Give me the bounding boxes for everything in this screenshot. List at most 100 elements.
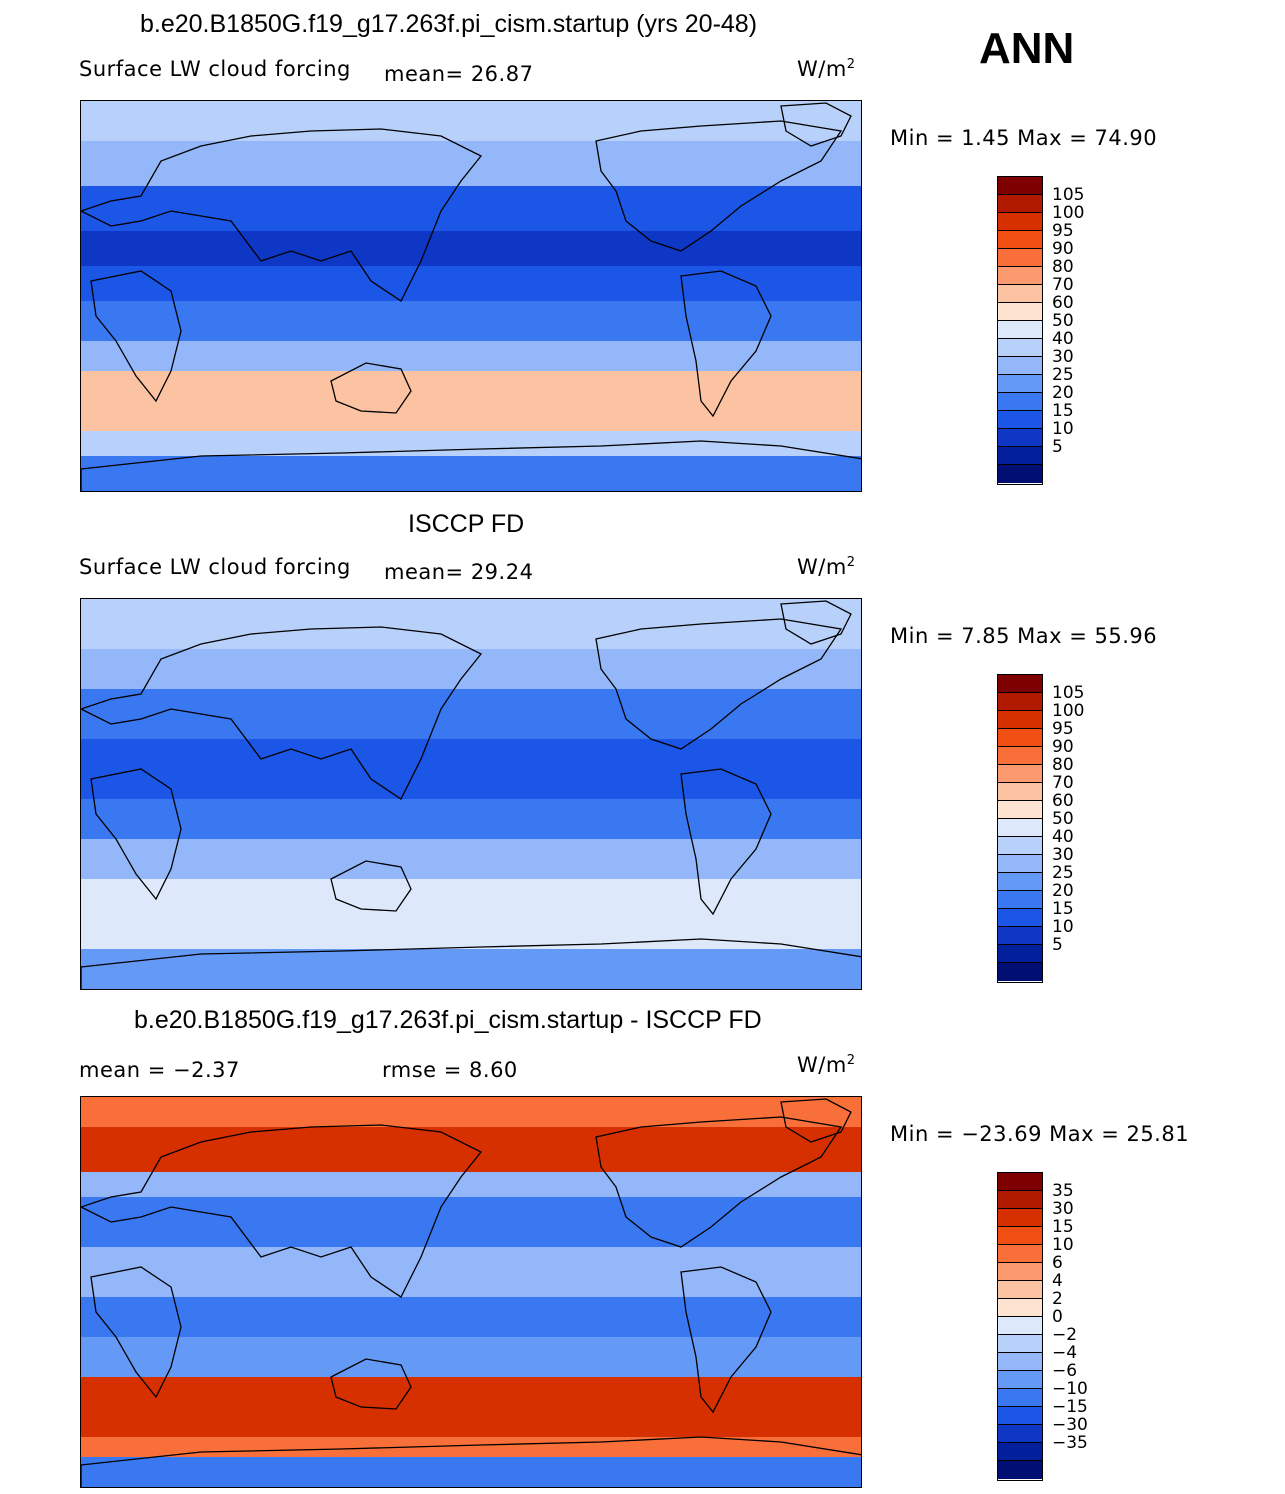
colorbar-segment xyxy=(998,1191,1042,1209)
colorbar-label: 30 xyxy=(1052,347,1074,367)
colorbar-label: 50 xyxy=(1052,311,1074,331)
colorbar-label: 5 xyxy=(1052,437,1063,457)
map-band xyxy=(81,739,861,799)
colorbar-segment xyxy=(998,1407,1042,1425)
colorbar-segment xyxy=(998,375,1042,393)
panel-3-title: b.e20.B1850G.f19_g17.263f.pi_cism.startu… xyxy=(134,1006,762,1034)
map-band xyxy=(81,371,861,431)
colorbar-segment xyxy=(998,213,1042,231)
coastline xyxy=(81,128,483,302)
colorbar-label: 0 xyxy=(1052,1307,1063,1327)
colorbar-label: 105 xyxy=(1052,185,1085,205)
map-band xyxy=(81,649,861,689)
map-band xyxy=(81,599,861,649)
colorbar-segment xyxy=(998,411,1042,429)
coastline xyxy=(81,626,483,800)
colorbar-segment xyxy=(998,711,1042,729)
colorbar-segment xyxy=(998,945,1042,963)
panel-1-map xyxy=(80,100,862,492)
map-band xyxy=(81,101,861,141)
colorbar-label: 70 xyxy=(1052,275,1074,295)
colorbar-label: −2 xyxy=(1052,1325,1078,1345)
colorbar-segment xyxy=(998,1281,1042,1299)
colorbar-segment xyxy=(998,801,1042,819)
panel-3-units: W/m2 xyxy=(797,1053,856,1077)
colorbar-segment xyxy=(998,1371,1042,1389)
colorbar-segment xyxy=(998,1209,1042,1227)
colorbar-label: 80 xyxy=(1052,257,1074,277)
colorbar-segment xyxy=(998,1461,1042,1479)
colorbar-label: 5 xyxy=(1052,935,1063,955)
colorbar-segment xyxy=(998,429,1042,447)
coastline xyxy=(780,600,852,645)
map-band xyxy=(81,919,861,949)
coastline xyxy=(81,938,861,989)
colorbar-label: 70 xyxy=(1052,773,1074,793)
colorbar-segment xyxy=(998,891,1042,909)
colorbar-label: 20 xyxy=(1052,881,1074,901)
colorbar-label: 105 xyxy=(1052,683,1085,703)
colorbar-label: 25 xyxy=(1052,365,1074,385)
colorbar-label: 100 xyxy=(1052,701,1085,721)
map-band xyxy=(81,186,861,231)
coastline xyxy=(90,270,182,403)
panel-2-minmax: Min = 7.85 Max = 55.96 xyxy=(890,624,1158,648)
colorbar-segment xyxy=(998,393,1042,411)
colorbar-label: 80 xyxy=(1052,755,1074,775)
colorbar-segment xyxy=(998,783,1042,801)
coastline xyxy=(680,1266,772,1414)
colorbar-label: 15 xyxy=(1052,899,1074,919)
coastline xyxy=(90,768,182,901)
map-band xyxy=(81,231,861,266)
colorbar-label: 90 xyxy=(1052,737,1074,757)
map-band xyxy=(81,879,861,919)
colorbar-segment xyxy=(998,675,1042,693)
panel-2-mean: mean= 29.24 xyxy=(384,560,534,584)
colorbar-label: 40 xyxy=(1052,827,1074,847)
panel-2-map xyxy=(80,598,862,990)
colorbar-segment xyxy=(998,855,1042,873)
colorbar-segment xyxy=(998,231,1042,249)
map-band xyxy=(81,301,861,341)
coastline xyxy=(81,1436,861,1487)
coastline xyxy=(595,618,843,750)
colorbar-segment xyxy=(998,1425,1042,1443)
colorbar-segment xyxy=(998,819,1042,837)
coastline xyxy=(780,102,852,147)
colorbar-segment xyxy=(998,1173,1042,1191)
colorbar-segment xyxy=(998,1263,1042,1281)
colorbar-segment xyxy=(998,693,1042,711)
map-band xyxy=(81,1297,861,1337)
colorbar-label: −30 xyxy=(1052,1415,1088,1435)
colorbar-segment xyxy=(998,747,1042,765)
colorbar-segment xyxy=(998,963,1042,981)
map-band xyxy=(81,1247,861,1297)
panel-2-title: ISCCP FD xyxy=(408,510,525,538)
colorbar-segment xyxy=(998,465,1042,483)
coastline xyxy=(81,1124,483,1298)
map-band xyxy=(81,1172,861,1197)
colorbar-label: 35 xyxy=(1052,1181,1074,1201)
colorbar-label: 40 xyxy=(1052,329,1074,349)
colorbar-label: 15 xyxy=(1052,401,1074,421)
colorbar-segment xyxy=(998,765,1042,783)
colorbar-label: 20 xyxy=(1052,383,1074,403)
coastline xyxy=(330,860,412,912)
colorbar-label: 30 xyxy=(1052,1199,1074,1219)
coastline xyxy=(330,362,412,414)
map-band xyxy=(81,456,861,491)
colorbar-segment xyxy=(998,447,1042,465)
colorbar-segment xyxy=(998,357,1042,375)
colorbar-label: 95 xyxy=(1052,221,1074,241)
colorbar-label: 15 xyxy=(1052,1217,1074,1237)
panel-3-minmax: Min = −23.69 Max = 25.81 xyxy=(890,1122,1190,1146)
colorbar-segment xyxy=(998,249,1042,267)
coastline xyxy=(595,1116,843,1248)
map-band xyxy=(81,799,861,839)
colorbar-segment xyxy=(998,1389,1042,1407)
panel-1-mean: mean= 26.87 xyxy=(384,62,534,86)
colorbar-label: 4 xyxy=(1052,1271,1063,1291)
colorbar-label: −4 xyxy=(1052,1343,1078,1363)
colorbar-label: −6 xyxy=(1052,1361,1078,1381)
map-band xyxy=(81,1197,861,1247)
